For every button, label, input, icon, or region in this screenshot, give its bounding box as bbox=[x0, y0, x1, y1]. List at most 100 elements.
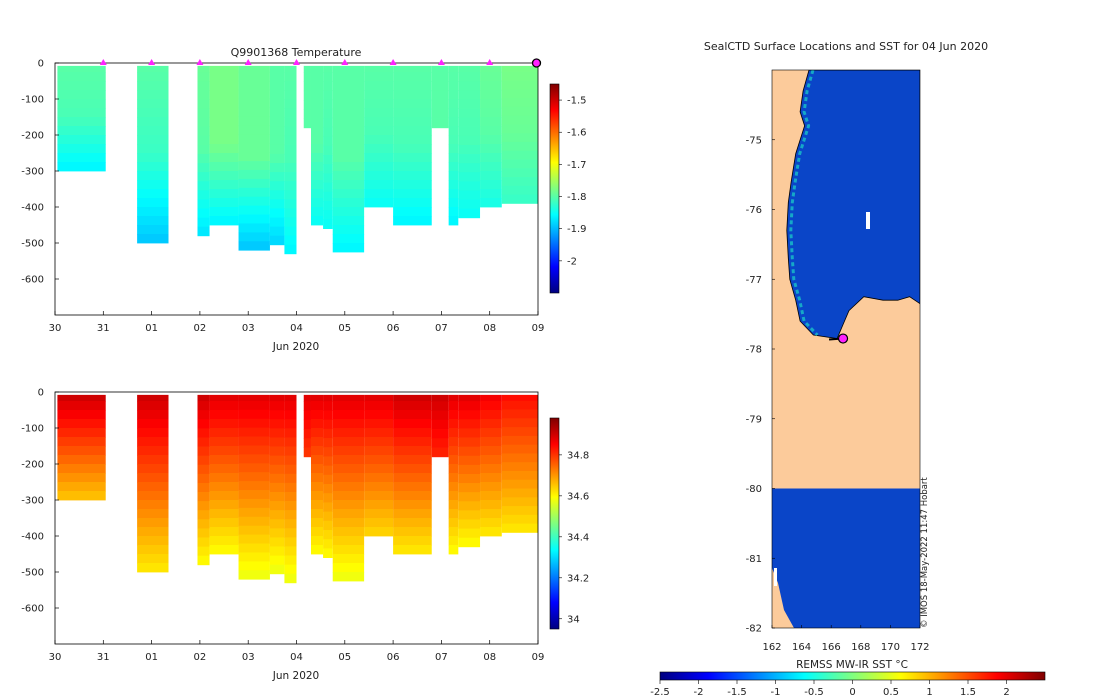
profile-1-cell bbox=[137, 216, 169, 226]
profile-6-cell bbox=[284, 446, 297, 456]
profile-11-cell bbox=[364, 153, 394, 163]
profile-15-cell bbox=[458, 65, 481, 73]
profile-6-cell bbox=[284, 519, 297, 529]
profile-13-cell bbox=[431, 419, 449, 430]
profile-5-cell bbox=[269, 226, 285, 237]
sst-colorbar-label: REMSS MW-IR SST °C bbox=[796, 659, 908, 671]
profile-1-cell bbox=[137, 126, 169, 136]
salinity-x-ticks: 30 31 01 02 03 04 05 06 07 08 09 bbox=[49, 640, 544, 663]
profile-14-cell bbox=[448, 509, 459, 519]
colorbar-tick-label: -1.7 bbox=[567, 160, 587, 171]
profile-17-cell bbox=[501, 470, 538, 481]
profile-2-cell bbox=[197, 65, 210, 73]
ice-shelf-sst bbox=[772, 488, 920, 628]
profile-9-cell bbox=[323, 118, 333, 128]
profile-16-cell bbox=[480, 198, 502, 208]
lon-tick-label: 172 bbox=[910, 642, 929, 653]
profile-9-cell bbox=[323, 401, 333, 411]
profile-0-cell bbox=[57, 482, 106, 492]
profile-6-cell bbox=[284, 244, 297, 255]
profile-0-cell bbox=[57, 464, 106, 474]
profile-12-cell bbox=[393, 207, 432, 217]
profile-12-cell bbox=[393, 500, 432, 510]
profile-4-cell bbox=[238, 498, 270, 509]
profile-12-cell bbox=[393, 518, 432, 528]
sst-colorbar-tick-label: -2.5 bbox=[650, 687, 670, 698]
profile-1 bbox=[137, 65, 169, 244]
profile-6-cell bbox=[284, 394, 297, 402]
profile-17-cell bbox=[501, 453, 538, 463]
profile-5-cell bbox=[269, 190, 285, 200]
profile-1-cell bbox=[137, 198, 169, 208]
profile-15-cell bbox=[458, 135, 481, 146]
profile-3-cell bbox=[209, 135, 239, 145]
x-tick-label: 07 bbox=[435, 652, 448, 663]
profile-17-cell bbox=[501, 150, 538, 160]
profile-3-cell bbox=[209, 171, 239, 181]
profile-12-cell bbox=[393, 410, 432, 420]
profile-8-cell bbox=[310, 545, 324, 555]
profile-15-cell bbox=[458, 401, 481, 411]
profile-16-cell bbox=[480, 518, 502, 528]
sst-map-title: SealCTD Surface Locations and SST for 04… bbox=[704, 40, 988, 53]
profile-4-cell bbox=[238, 187, 270, 198]
profile-14-cell bbox=[448, 518, 459, 528]
profile-13-cell bbox=[431, 109, 449, 119]
profile-14 bbox=[448, 65, 459, 226]
profile-2-cell bbox=[197, 410, 210, 420]
profile-6-cell bbox=[284, 99, 297, 109]
profile-8-cell bbox=[310, 401, 324, 411]
profile-8-cell bbox=[310, 446, 324, 456]
profile-2-cell bbox=[197, 510, 210, 520]
profile-4-cell bbox=[238, 472, 270, 482]
profile-10-cell bbox=[332, 99, 365, 109]
profile-11-cell bbox=[364, 394, 394, 402]
x-tick-label: 31 bbox=[97, 323, 110, 334]
profile-5-cell bbox=[269, 162, 285, 173]
profile-4-cell bbox=[238, 445, 270, 455]
profile-9-cell bbox=[323, 428, 333, 439]
sst-map-panel: SealCTD Surface Locations and SST for 04… bbox=[650, 40, 1046, 698]
profile-4-cell bbox=[238, 152, 270, 162]
profile-12-cell bbox=[393, 189, 432, 199]
profile-12 bbox=[393, 394, 432, 555]
profile-8-cell bbox=[310, 144, 324, 154]
profile-5-cell bbox=[269, 72, 285, 82]
profile-15-cell bbox=[458, 410, 481, 420]
profile-1-cell bbox=[137, 482, 169, 492]
profile-17-cell bbox=[501, 427, 538, 437]
profile-14-cell bbox=[448, 65, 459, 73]
profile-5 bbox=[269, 394, 285, 575]
profile-16-cell bbox=[480, 401, 502, 411]
profile-0-cell bbox=[57, 473, 106, 483]
profile-1-cell bbox=[137, 162, 169, 172]
profile-8 bbox=[310, 394, 324, 555]
profile-5-cell bbox=[269, 235, 285, 246]
x-tick-label: 03 bbox=[242, 652, 255, 663]
y-tick-label: 0 bbox=[38, 59, 44, 70]
profile-11-cell bbox=[364, 65, 394, 73]
profile-10 bbox=[332, 394, 365, 582]
profile-11-cell bbox=[364, 491, 394, 501]
colorbar-tick-label: 34 bbox=[567, 614, 580, 625]
profile-15-cell bbox=[458, 90, 481, 100]
profile-5-cell bbox=[269, 555, 285, 566]
profile-16-cell bbox=[480, 162, 502, 172]
profile-14-cell bbox=[448, 90, 459, 100]
profile-5-cell bbox=[269, 217, 285, 228]
profile-15-cell bbox=[458, 528, 481, 539]
salinity-profiles bbox=[57, 394, 538, 584]
profile-14-cell bbox=[448, 72, 459, 82]
profile-10-cell bbox=[332, 171, 365, 181]
x-tick-label: 08 bbox=[483, 652, 496, 663]
profile-3-cell bbox=[209, 126, 239, 136]
profile-2-cell bbox=[197, 437, 210, 447]
profile-3 bbox=[209, 65, 239, 226]
temperature-profile-markers bbox=[99, 58, 542, 68]
profile-11-cell bbox=[364, 455, 394, 465]
profile-3-cell bbox=[209, 527, 239, 537]
profile-17-cell bbox=[501, 168, 538, 178]
profile-3-cell bbox=[209, 65, 239, 73]
profile-2-cell bbox=[197, 90, 210, 100]
lat-tick-label: -75 bbox=[746, 135, 762, 146]
